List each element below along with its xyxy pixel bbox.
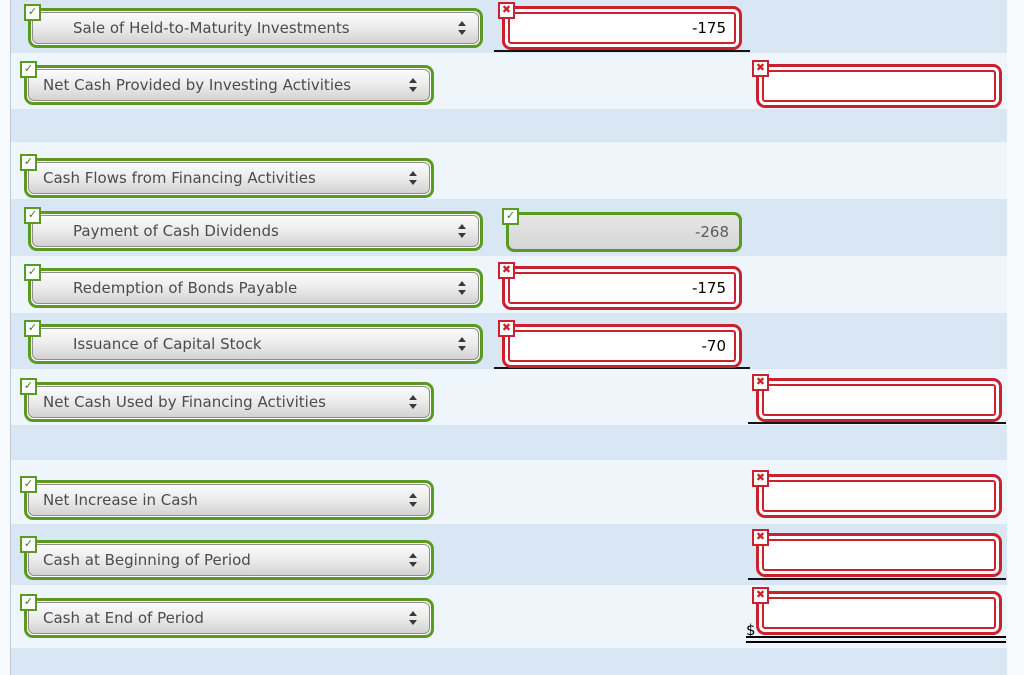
select-face[interactable]: Issuance of Capital Stock (32, 328, 479, 360)
table-row: ✓ Net Cash Provided by Investing Activit… (11, 53, 1007, 109)
select-face[interactable]: Cash at Beginning of Period (28, 544, 430, 576)
amount-box: ✖ (752, 60, 1002, 108)
amount-input[interactable] (509, 215, 739, 249)
correct-badge-icon: ✓ (20, 476, 37, 493)
incorrect-badge-icon: ✖ (752, 529, 769, 546)
line-item-select[interactable]: ✓ Net Cash Provided by Investing Activit… (20, 61, 434, 105)
correct-badge-icon: ✓ (20, 594, 37, 611)
table-row: ✓ Sale of Held-to-Maturity Investments ✖ (11, 0, 1007, 53)
select-face[interactable]: Net Cash Provided by Investing Activitie… (28, 69, 430, 101)
select-label: Payment of Cash Dividends (73, 222, 279, 240)
select-face[interactable]: Cash Flows from Financing Activities (28, 162, 430, 194)
line-item-select[interactable]: ✓ Net Increase in Cash (20, 476, 434, 520)
select-label: Net Cash Used by Financing Activities (43, 393, 326, 411)
table-row: ✓ Cash Flows from Financing Activities (11, 142, 1007, 199)
select-label: Sale of Held-to-Maturity Investments (73, 19, 350, 37)
select-spinner-icon (409, 395, 418, 409)
single-underline (748, 578, 1006, 580)
amount-box: ✖ (498, 262, 742, 310)
amount-box: ✖ (752, 374, 1002, 422)
table-row-spacer (11, 109, 1007, 142)
amount-box: ✓ (502, 208, 742, 252)
left-margin (0, 0, 11, 675)
select-spinner-icon (409, 78, 418, 92)
select-face[interactable]: Net Cash Used by Financing Activities (28, 386, 430, 418)
table-row: ✓ Net Cash Used by Financing Activities … (11, 369, 1007, 425)
select-spinner-icon (409, 611, 418, 625)
incorrect-badge-icon: ✖ (498, 262, 515, 279)
select-label: Cash at End of Period (43, 609, 204, 627)
amount-input[interactable] (762, 597, 996, 629)
select-label: Net Increase in Cash (43, 491, 198, 509)
select-label: Cash at Beginning of Period (43, 551, 251, 569)
table-row-spacer (11, 648, 1007, 675)
amount-input[interactable] (762, 70, 996, 102)
table-row-spacer (11, 425, 1007, 460)
line-item-select[interactable]: ✓ Sale of Held-to-Maturity Investments (24, 4, 483, 48)
select-label: Net Cash Provided by Investing Activitie… (43, 76, 352, 94)
line-item-select[interactable]: ✓ Issuance of Capital Stock (24, 320, 483, 364)
select-spinner-icon (409, 553, 418, 567)
amount-input[interactable] (762, 539, 996, 571)
line-item-select[interactable]: ✓ Net Cash Used by Financing Activities (20, 378, 434, 422)
incorrect-badge-icon: ✖ (498, 320, 515, 337)
line-item-select[interactable]: ✓ Cash Flows from Financing Activities (20, 154, 434, 198)
amount-input[interactable] (762, 480, 996, 512)
table-row: ✓ Issuance of Capital Stock ✖ (11, 313, 1007, 369)
select-spinner-icon (409, 171, 418, 185)
amount-box: ✖ (752, 587, 1002, 635)
amount-box: ✖ (498, 320, 742, 368)
incorrect-badge-icon: ✖ (752, 587, 769, 604)
select-face[interactable]: Cash at End of Period (28, 602, 430, 634)
select-label: Redemption of Bonds Payable (73, 279, 298, 297)
select-label: Issuance of Capital Stock (73, 335, 262, 353)
double-underline (746, 636, 1006, 643)
select-label: Cash Flows from Financing Activities (43, 169, 316, 187)
incorrect-badge-icon: ✖ (752, 60, 769, 77)
incorrect-badge-icon: ✖ (752, 470, 769, 487)
incorrect-badge-icon: ✖ (752, 374, 769, 391)
select-face[interactable]: Payment of Cash Dividends (32, 215, 479, 247)
currency-symbol: $ (746, 621, 756, 639)
correct-badge-icon: ✓ (24, 264, 41, 281)
table-row: ✓ Cash at Beginning of Period ✖ (11, 524, 1007, 585)
amount-input[interactable] (508, 272, 736, 304)
amount-input[interactable] (762, 384, 996, 416)
line-item-select[interactable]: ✓ Cash at End of Period (20, 594, 434, 638)
table-row: ✓ Cash at End of Period $ ✖ (11, 585, 1007, 648)
amount-input[interactable] (508, 12, 736, 44)
table-row: ✓ Net Increase in Cash ✖ (11, 460, 1007, 524)
line-item-select[interactable]: ✓ Redemption of Bonds Payable (24, 264, 483, 308)
incorrect-badge-icon: ✖ (498, 2, 515, 19)
correct-badge-icon: ✓ (24, 207, 41, 224)
single-underline (748, 422, 1006, 424)
correct-badge-icon: ✓ (24, 4, 41, 21)
correct-badge-icon: ✓ (502, 208, 519, 225)
correct-badge-icon: ✓ (20, 536, 37, 553)
amount-box: ✖ (752, 529, 1002, 577)
single-underline (494, 50, 750, 52)
select-face[interactable]: Redemption of Bonds Payable (32, 272, 479, 304)
amount-input[interactable] (508, 330, 736, 362)
line-item-select[interactable]: ✓ Cash at Beginning of Period (20, 536, 434, 580)
select-face[interactable]: Sale of Held-to-Maturity Investments (32, 12, 479, 44)
correct-badge-icon: ✓ (20, 378, 37, 395)
amount-box: ✖ (498, 2, 742, 50)
select-face[interactable]: Net Increase in Cash (28, 484, 430, 516)
select-spinner-icon (458, 337, 467, 351)
correct-badge-icon: ✓ (24, 320, 41, 337)
select-spinner-icon (458, 224, 467, 238)
correct-badge-icon: ✓ (20, 61, 37, 78)
select-spinner-icon (458, 281, 467, 295)
table-row: ✓ Payment of Cash Dividends ✓ (11, 199, 1007, 256)
select-spinner-icon (458, 21, 467, 35)
table-row: ✓ Redemption of Bonds Payable ✖ (11, 256, 1007, 313)
single-underline (494, 367, 750, 369)
select-spinner-icon (409, 493, 418, 507)
line-item-select[interactable]: ✓ Payment of Cash Dividends (24, 207, 483, 251)
amount-box: ✖ (752, 470, 1002, 518)
cash-flow-table: ✓ Sale of Held-to-Maturity Investments ✖… (11, 0, 1007, 675)
correct-badge-icon: ✓ (20, 154, 37, 171)
